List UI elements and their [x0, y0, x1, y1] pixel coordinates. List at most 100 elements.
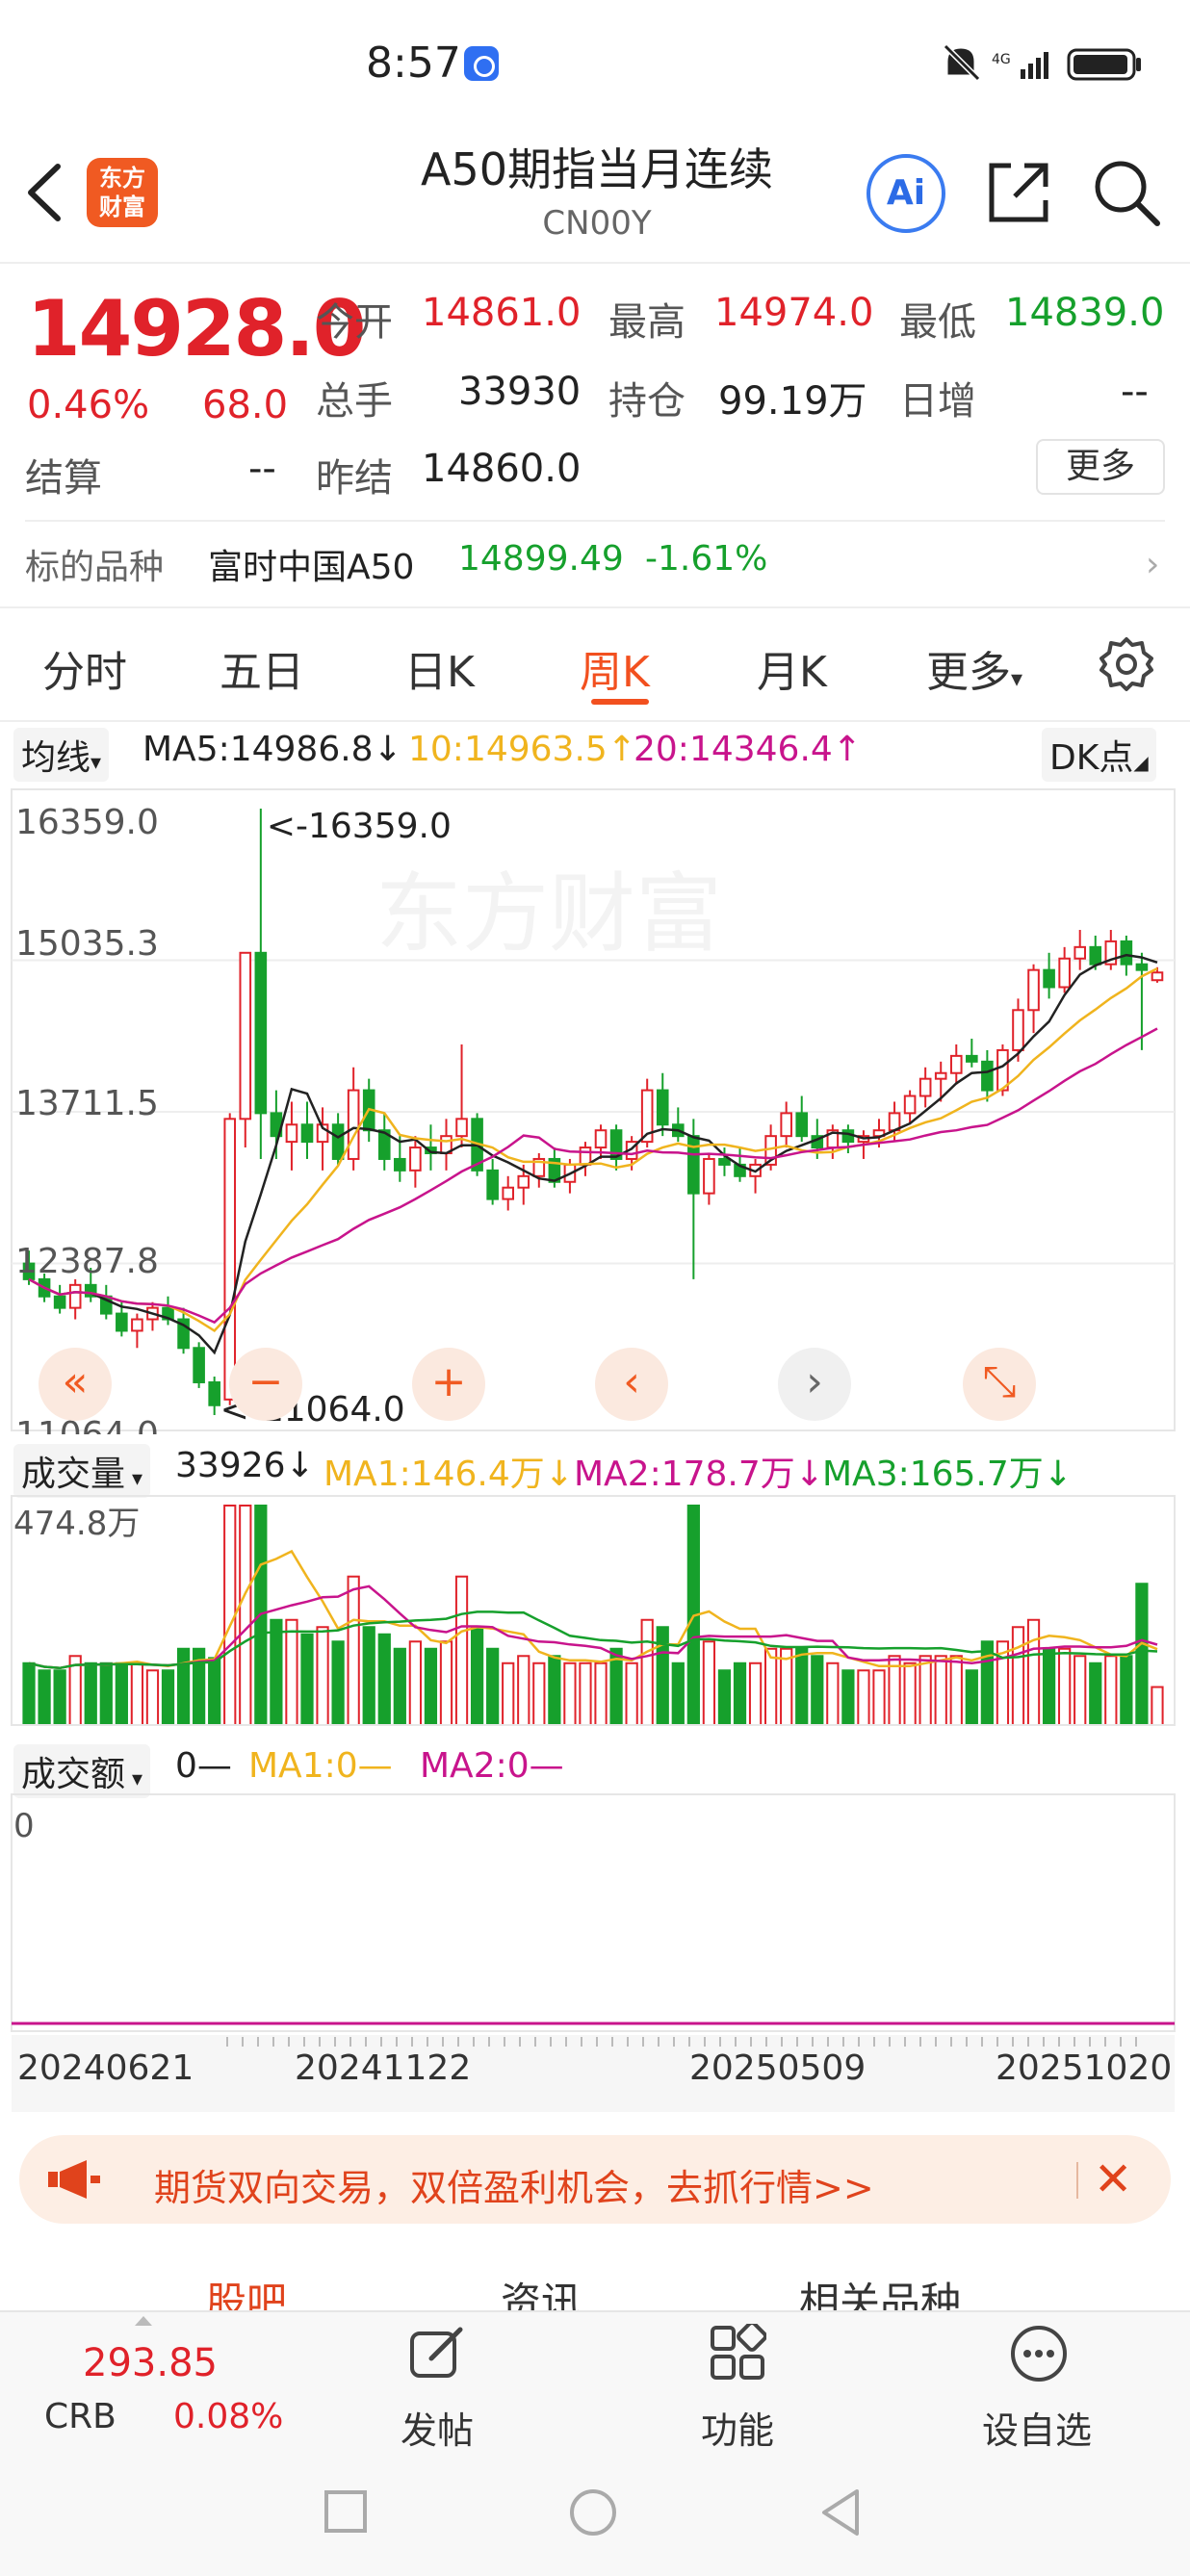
- zoom-in-button[interactable]: +: [412, 1348, 485, 1421]
- volume-label: 总手: [316, 379, 393, 424]
- crb-name[interactable]: CRB: [44, 2397, 116, 2436]
- volume-bar: [1151, 1686, 1164, 1727]
- underlying-pct: -1.61%: [645, 539, 768, 579]
- fullscreen-button[interactable]: ⤡: [963, 1348, 1036, 1421]
- amount-selector[interactable]: 成交额 ▾: [13, 1744, 151, 1798]
- volume-bar: [84, 1662, 97, 1727]
- volume-bar: [208, 1657, 221, 1726]
- volume-bar: [625, 1662, 638, 1727]
- back-nav-icon[interactable]: [818, 2487, 863, 2537]
- volume-bar: [980, 1640, 994, 1726]
- tab-monthly-k[interactable]: 月K: [757, 648, 827, 697]
- tab-daily-k[interactable]: 日K: [404, 648, 475, 697]
- chevron-right-icon[interactable]: ›: [1146, 545, 1160, 584]
- volume-bar: [115, 1662, 128, 1727]
- high-label: 最高: [608, 300, 686, 345]
- y-axis-label: 12387.8: [15, 1242, 159, 1281]
- volume-bar: [517, 1655, 530, 1726]
- volume-bar: [1120, 1655, 1133, 1726]
- more-dots-icon[interactable]: [1009, 2324, 1069, 2383]
- underlying-name[interactable]: 富时中国A50: [208, 548, 415, 587]
- date-label: 20240621: [17, 2048, 194, 2088]
- candle: [687, 1119, 700, 1279]
- add-watchlist-button[interactable]: 设自选: [982, 2409, 1093, 2452]
- bottom-toolbar: [0, 2310, 1190, 2451]
- candle: [502, 1175, 515, 1211]
- volume-selector[interactable]: 成交量 ▾: [13, 1444, 151, 1498]
- low-value: 14839.0: [1005, 291, 1165, 335]
- volume-bar: [594, 1662, 608, 1727]
- network-4g-icon: 4G: [992, 52, 1011, 67]
- function-button[interactable]: 功能: [701, 2409, 775, 2452]
- candle: [53, 1284, 66, 1314]
- volume-bar: [161, 1669, 175, 1727]
- bottom-tabs: [0, 2243, 1190, 2310]
- page-title: A50期指当月连续: [420, 143, 773, 195]
- high-value: 14974.0: [714, 291, 874, 335]
- candle: [749, 1158, 762, 1194]
- candle: [1135, 952, 1149, 1050]
- open-interest-value: 99.19万: [718, 379, 867, 424]
- volume-ma3-line: [28, 1610, 1158, 1670]
- candle: [68, 1278, 82, 1320]
- volume-bar: [470, 1626, 484, 1726]
- ma5-value: MA5:14986.8↓: [142, 730, 402, 769]
- volume-bar: [841, 1669, 855, 1727]
- recent-apps-icon[interactable]: [323, 2489, 368, 2534]
- volume-chart[interactable]: 474.8万: [0, 1492, 1190, 1733]
- crb-value[interactable]: 293.85: [83, 2341, 218, 2385]
- amount-chart[interactable]: 0 20240621 20241122 20250509 20251020: [0, 1790, 1190, 2118]
- tab-weekly-k[interactable]: 周K: [580, 648, 650, 697]
- dk-point-button[interactable]: DK点◢: [1042, 728, 1156, 782]
- scroll-right-button[interactable]: ›: [778, 1348, 851, 1421]
- home-icon[interactable]: [568, 2487, 618, 2537]
- volume-bar: [362, 1626, 375, 1726]
- crb-pct[interactable]: 0.08%: [173, 2397, 284, 2436]
- candle: [1104, 930, 1118, 970]
- zoom-out-button[interactable]: −: [229, 1348, 302, 1421]
- candle: [579, 1142, 592, 1176]
- ai-button[interactable]: Ai: [867, 154, 945, 233]
- grid-apps-icon[interactable]: [709, 2324, 766, 2382]
- candle: [826, 1124, 840, 1159]
- volume-bar: [439, 1640, 453, 1726]
- battery-icon: [1067, 48, 1141, 81]
- amount-current: 0—: [175, 1746, 232, 1786]
- back-icon[interactable]: [21, 159, 65, 226]
- banner-text[interactable]: 期货双向交易，双倍盈利机会，去抓行情>>: [154, 2167, 874, 2209]
- settle-value: --: [248, 447, 276, 491]
- candle: [1027, 964, 1040, 1034]
- open-value: 14861.0: [422, 291, 582, 335]
- close-icon[interactable]: ✕: [1094, 2152, 1133, 2206]
- search-icon[interactable]: [1088, 154, 1165, 231]
- active-tab-indicator: [591, 699, 649, 705]
- volume-ma3: MA3:165.7万↓: [822, 1455, 1073, 1494]
- volume-bar: [223, 1505, 237, 1726]
- volume-value: 33930: [458, 370, 582, 414]
- expand-caret-icon[interactable]: [135, 2316, 152, 2326]
- volume-bar: [38, 1669, 51, 1727]
- scroll-left-fast-button[interactable]: «: [39, 1348, 112, 1421]
- promo-banner[interactable]: [19, 2135, 1171, 2224]
- tab-intraday[interactable]: 分时: [42, 648, 127, 697]
- edit-icon[interactable]: [408, 2324, 466, 2382]
- candle: [594, 1124, 608, 1159]
- volume-bar: [656, 1626, 669, 1726]
- more-button[interactable]: 更多: [1036, 439, 1165, 495]
- kline-chart[interactable]: 东方财富 16359.0 15035.3 13711.5 12387.8 11064.0…: [0, 780, 1190, 1434]
- volume-ma2: MA2:178.7万↓: [574, 1455, 824, 1494]
- kline-grid: [11, 788, 1176, 1431]
- tab-five-day[interactable]: 五日: [220, 648, 304, 697]
- share-icon[interactable]: [982, 156, 1055, 229]
- volume-bar: [1011, 1626, 1025, 1726]
- candle: [640, 1078, 654, 1148]
- scroll-left-button[interactable]: ‹: [595, 1348, 668, 1421]
- gear-icon[interactable]: [1098, 635, 1155, 693]
- tab-more[interactable]: 更多▾: [926, 648, 1023, 697]
- volume-bar: [1104, 1655, 1118, 1726]
- candle: [1043, 952, 1055, 999]
- post-button[interactable]: 发帖: [401, 2409, 475, 2452]
- ma-selector[interactable]: 均线▾: [13, 728, 110, 782]
- volume-bar: [502, 1662, 515, 1727]
- candle: [193, 1342, 205, 1388]
